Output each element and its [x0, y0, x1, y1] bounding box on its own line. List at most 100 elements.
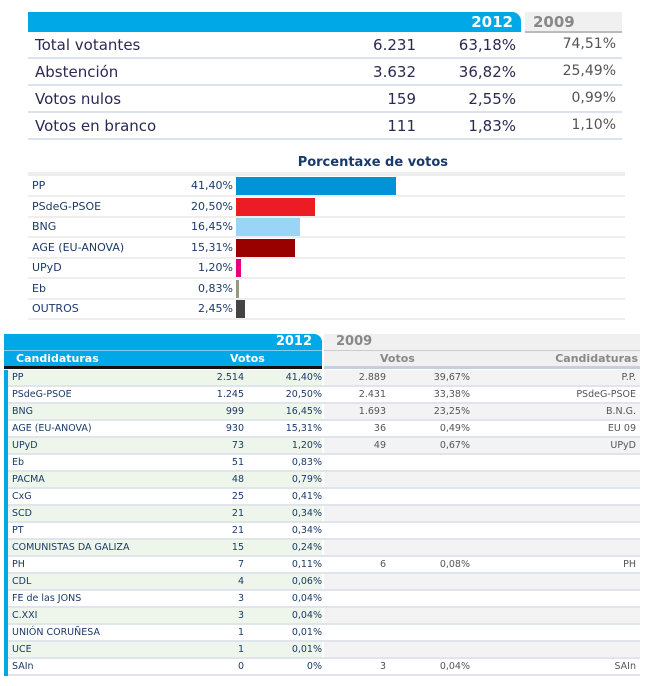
chart-row: BNG 16,45% [28, 217, 625, 238]
candidatura-name: BNG [12, 406, 33, 417]
candidatura-2009: B.N.G. [605, 406, 636, 417]
candidatura-name: UCE [12, 644, 32, 655]
bar-value-label: 20,50% [191, 199, 233, 213]
pct-2012: 0,79% [291, 474, 322, 485]
votes-2012: 999 [225, 406, 244, 417]
bar-pp [236, 177, 397, 195]
row-bg-2012 [8, 574, 322, 589]
table-row: Eb 51 0,83% [8, 455, 640, 472]
tab-2009: 2009 [525, 12, 622, 33]
bar-value-label: 16,45% [191, 220, 233, 233]
pct-2012: 0,01% [291, 644, 322, 655]
candidatura-name: Eb [12, 457, 25, 468]
row-bg-2009 [324, 438, 640, 453]
pct-2012: 0,34% [291, 508, 322, 519]
pct-2009: 0,08% [439, 559, 470, 570]
pct-2012: 0,11% [291, 559, 322, 570]
table-row: PACMA 48 0,79% [8, 472, 640, 489]
table-row: C.XXI 3 0,04% [8, 608, 640, 625]
column-separator [521, 59, 525, 84]
chart-row: AGE (EU-ANOVA) 15,31% [28, 238, 625, 259]
votes-2009: 36 [373, 423, 386, 434]
votes-2012: 1 [237, 644, 244, 655]
row-pct: 2,55% [468, 90, 516, 108]
bar-label: PSdeG-PSOE [32, 199, 102, 213]
bar-value-label: 0,83% [198, 281, 233, 295]
candidatura-name: UNIÓN CORUÑESA [12, 627, 100, 638]
row-bg-2009 [324, 370, 640, 385]
row-label: Total votantes [35, 36, 141, 54]
tab-2012: 2012 [28, 12, 521, 32]
pct-2012: 0,04% [291, 593, 322, 604]
votes-2009: 1.693 [358, 406, 386, 417]
col-candidaturas-2009: Candidaturas [555, 352, 638, 365]
votes-2012: 4 [237, 576, 244, 587]
candidatura-2009: PH [623, 559, 636, 570]
bar-age-eu-anova- [236, 238, 296, 257]
pct-2012: 16,45% [285, 406, 322, 417]
row-bg-2012 [8, 370, 322, 385]
table-row: PH 7 0,11% 6 0,08% PH [8, 557, 640, 574]
bar-value-label: 41,40% [191, 179, 233, 192]
column-separator [521, 113, 525, 138]
votes-2012: 48 [231, 474, 244, 485]
candidatura-name: CDL [12, 576, 32, 587]
pct-2012: 20,50% [285, 389, 322, 400]
chart-row: PSdeG-PSOE 20,50% [28, 197, 625, 218]
row-votes: 3.632 [373, 63, 416, 81]
table-row: PP 2.514 41,40% 2.889 39,67% P.P. [8, 370, 640, 387]
table-row: AGE (EU-ANOVA) 930 15,31% 36 0,49% EU 09 [8, 421, 640, 438]
row-bg-2009 [324, 489, 640, 504]
chart-row: UPyD 1,20% [28, 258, 625, 279]
row-pct: 1,83% [468, 117, 516, 135]
chart-row: OUTROS 2,45% [28, 299, 625, 320]
pct-2012: 0,01% [291, 627, 322, 638]
votes-2012: 1.245 [216, 389, 244, 400]
table-row: CDL 4 0,06% [8, 574, 640, 591]
row-votes: 111 [387, 117, 416, 135]
votes-2012: 1 [237, 627, 244, 638]
row-bg-2009 [324, 591, 640, 606]
row-bg-2012 [8, 642, 322, 657]
row-bg-2012 [8, 438, 322, 453]
bar-label: Eb [32, 281, 46, 295]
row-bg-2012 [8, 608, 322, 623]
row-label: Votos nulos [35, 90, 122, 108]
bar-value-label: 1,20% [198, 261, 233, 274]
subheader-2012: Candidaturas Votos [4, 350, 322, 369]
candidatura-name: PACMA [12, 474, 45, 485]
row-pct: 63,18% [458, 36, 516, 54]
row-pct-2009: 1,10% [571, 117, 616, 133]
bar-value-label: 15,31% [191, 240, 233, 254]
votes-2009: 6 [379, 559, 386, 570]
chart-header-band [28, 172, 625, 176]
vote-percentage-chart: Porcentaxe de votos PP 41,40% PSdeG-PSOE 20… [28, 155, 625, 320]
summary-row: Total votantes 6.231 63,18% 74,51% [28, 32, 622, 59]
column-separator [521, 86, 525, 111]
pct-2012: 0,34% [291, 525, 322, 536]
bar-eb [236, 279, 240, 298]
candidatura-name: PP [12, 372, 24, 383]
candidatura-name: PT [12, 525, 24, 536]
table-row: UPyD 73 1,20% 49 0,67% UPyD [8, 438, 640, 455]
row-bg-2009 [324, 574, 640, 589]
table-row: BNG 999 16,45% 1.693 23,25% B.N.G. [8, 404, 640, 421]
row-bg-2012 [8, 540, 322, 555]
candidatura-name: SCD [12, 508, 32, 519]
bar-label: OUTROS [32, 302, 79, 315]
table-row: SAIn 0 0% 3 0,04% SAIn [8, 659, 640, 676]
votes-2009: 2.431 [358, 389, 386, 400]
row-votes: 159 [387, 90, 416, 108]
row-bg-2012 [8, 404, 322, 419]
candidatura-name: COMUNISTAS DA GALIZA [12, 542, 130, 553]
pct-2009: 39,67% [433, 372, 470, 383]
row-label: Abstención [35, 63, 119, 81]
candidatura-2009: P.P. [621, 372, 636, 383]
votes-2012: 25 [231, 491, 244, 502]
bar-label: BNG [32, 220, 57, 233]
votes-2012: 930 [225, 423, 244, 434]
pct-2012: 0,24% [291, 542, 322, 553]
candidatura-2009: UPyD [610, 440, 636, 451]
table-row: PT 21 0,34% [8, 523, 640, 540]
pct-2012: 0,04% [291, 610, 322, 621]
